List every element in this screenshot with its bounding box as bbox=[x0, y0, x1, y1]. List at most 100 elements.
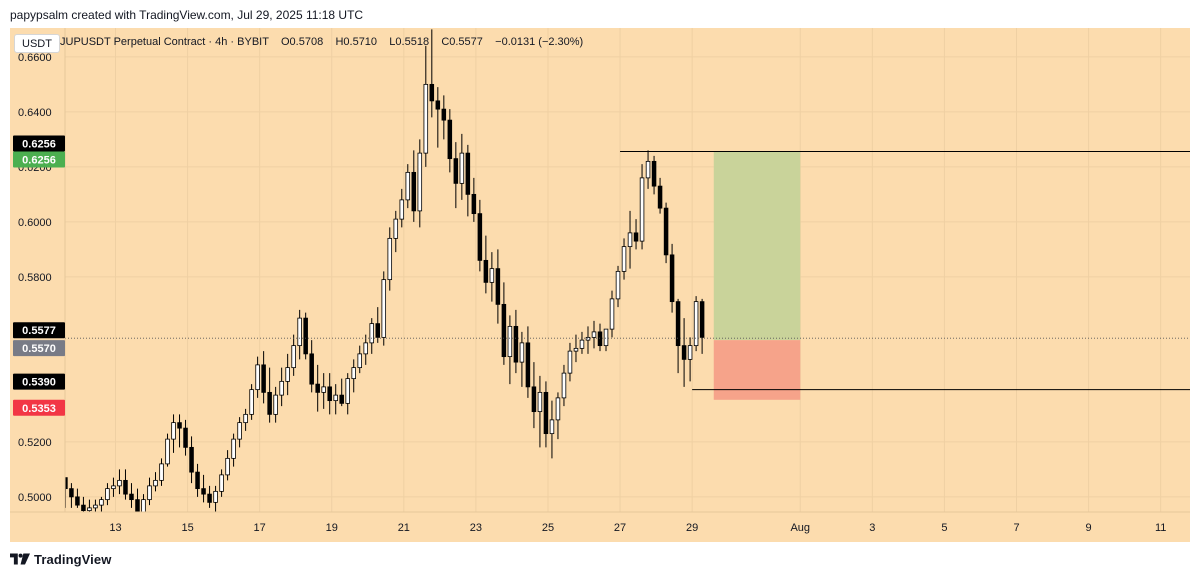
candle[interactable] bbox=[417, 139, 423, 228]
candle[interactable] bbox=[207, 485, 212, 508]
candle[interactable] bbox=[219, 469, 224, 497]
candles[interactable] bbox=[63, 29, 705, 519]
candle[interactable] bbox=[513, 309, 519, 374]
candle[interactable] bbox=[429, 29, 435, 118]
candle[interactable] bbox=[171, 414, 176, 453]
candle[interactable] bbox=[321, 373, 326, 409]
stop-loss-zone[interactable] bbox=[713, 340, 801, 400]
candle[interactable] bbox=[297, 309, 302, 360]
candle[interactable] bbox=[201, 474, 206, 503]
candle[interactable] bbox=[639, 164, 645, 250]
candle[interactable] bbox=[231, 433, 236, 467]
candle[interactable] bbox=[399, 188, 405, 228]
candle[interactable] bbox=[615, 265, 621, 308]
candle[interactable] bbox=[681, 318, 687, 387]
candle[interactable] bbox=[405, 164, 411, 209]
candle[interactable] bbox=[303, 312, 308, 360]
candle[interactable] bbox=[495, 249, 501, 324]
candle[interactable] bbox=[99, 496, 104, 514]
candle[interactable] bbox=[279, 367, 284, 407]
candle[interactable] bbox=[375, 307, 381, 343]
candle[interactable] bbox=[339, 378, 344, 407]
candle[interactable] bbox=[687, 337, 693, 382]
candle[interactable] bbox=[621, 238, 627, 280]
candle[interactable] bbox=[663, 202, 669, 264]
candle[interactable] bbox=[465, 144, 471, 217]
candle[interactable] bbox=[537, 375, 543, 448]
candle[interactable] bbox=[237, 417, 242, 448]
price-axis[interactable]: 0.66000.64000.62000.60000.58000.52000.50… bbox=[10, 28, 66, 512]
candle[interactable] bbox=[633, 219, 639, 250]
candle[interactable] bbox=[267, 367, 272, 423]
candle[interactable] bbox=[327, 373, 332, 415]
candle[interactable] bbox=[309, 340, 314, 393]
candle[interactable] bbox=[117, 469, 122, 495]
candle[interactable] bbox=[423, 45, 429, 167]
candle[interactable] bbox=[93, 499, 98, 514]
chart-area[interactable]: 0.6600 0.6400 0.6200 0.6000 0.5800 0.5200 0.50… bbox=[10, 28, 1190, 542]
candle[interactable] bbox=[411, 150, 417, 222]
candle[interactable] bbox=[471, 177, 477, 222]
candle[interactable] bbox=[591, 320, 597, 349]
candle[interactable] bbox=[333, 384, 338, 415]
candle[interactable] bbox=[153, 472, 158, 492]
candle[interactable] bbox=[273, 386, 278, 423]
candle[interactable] bbox=[441, 95, 447, 140]
candle[interactable] bbox=[363, 334, 368, 365]
candle[interactable] bbox=[507, 315, 513, 385]
candle[interactable] bbox=[351, 359, 356, 393]
candle[interactable] bbox=[651, 155, 657, 195]
candle[interactable] bbox=[627, 210, 633, 269]
legend-symbol[interactable]: JUPUSDT Perpetual Contract bbox=[60, 36, 206, 48]
candle[interactable] bbox=[369, 318, 375, 354]
candle[interactable] bbox=[393, 210, 399, 253]
candle[interactable] bbox=[69, 483, 74, 508]
horizontal-lines[interactable] bbox=[620, 150, 1190, 391]
candle[interactable] bbox=[567, 342, 573, 382]
candle[interactable] bbox=[357, 345, 362, 374]
candle[interactable] bbox=[285, 353, 290, 396]
candle[interactable] bbox=[225, 450, 230, 481]
candle[interactable] bbox=[579, 331, 585, 354]
candle[interactable] bbox=[477, 199, 483, 272]
candle[interactable] bbox=[573, 334, 579, 363]
candle[interactable] bbox=[105, 483, 110, 506]
candle[interactable] bbox=[459, 133, 465, 200]
candle[interactable] bbox=[549, 400, 555, 459]
candle[interactable] bbox=[111, 477, 116, 497]
candle[interactable] bbox=[483, 235, 489, 294]
candle[interactable] bbox=[561, 364, 567, 407]
candle[interactable] bbox=[675, 298, 681, 374]
candle[interactable] bbox=[447, 109, 453, 173]
candle[interactable] bbox=[501, 282, 507, 365]
candle[interactable] bbox=[519, 331, 525, 387]
currency-badge[interactable]: USDT bbox=[14, 34, 60, 53]
candle[interactable] bbox=[291, 334, 296, 376]
candle[interactable] bbox=[603, 328, 609, 352]
candle[interactable] bbox=[177, 414, 182, 448]
candle[interactable] bbox=[183, 419, 188, 456]
candle[interactable] bbox=[555, 392, 561, 440]
position-tool[interactable] bbox=[713, 151, 801, 400]
candle[interactable] bbox=[129, 483, 134, 508]
candle[interactable] bbox=[381, 271, 387, 346]
candle[interactable] bbox=[699, 298, 705, 354]
candle[interactable] bbox=[387, 227, 393, 291]
tradingview-brand[interactable]: TradingView bbox=[10, 550, 111, 568]
candle[interactable] bbox=[543, 381, 549, 448]
candle[interactable] bbox=[597, 323, 603, 352]
candle[interactable] bbox=[345, 373, 350, 415]
candle[interactable] bbox=[609, 290, 615, 338]
candle[interactable] bbox=[123, 469, 128, 500]
candle[interactable] bbox=[165, 433, 170, 467]
candle[interactable] bbox=[255, 356, 260, 398]
candle[interactable] bbox=[489, 252, 495, 302]
candle[interactable] bbox=[435, 87, 441, 148]
candle[interactable] bbox=[453, 142, 459, 209]
time-axis[interactable]: 13 15 17 19 21 23 25 27 29 Aug 3 5 7 9 11 bbox=[10, 511, 1190, 542]
candle[interactable] bbox=[159, 458, 164, 486]
candle[interactable] bbox=[531, 362, 537, 429]
candle[interactable] bbox=[243, 408, 248, 431]
candlestick-chart[interactable]: 0.66000.64000.62000.60000.58000.52000.50… bbox=[10, 28, 1190, 542]
candle[interactable] bbox=[657, 177, 663, 214]
